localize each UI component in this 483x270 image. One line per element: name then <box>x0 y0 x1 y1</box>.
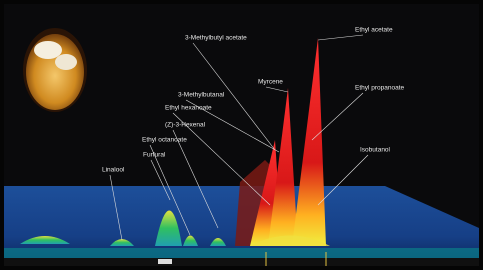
compound-label: 3-Methylbutanal <box>178 92 225 99</box>
aroma-visualization: 3-Methylbutyl acetate Ethyl acetate Myrcen… <box>0 0 483 270</box>
compound-label: Ethyl octanoate <box>142 137 187 144</box>
compound-label: Ethyl hexanoate <box>165 105 212 112</box>
compound-label: Ethyl acetate <box>355 27 393 34</box>
beer-foam <box>34 41 62 59</box>
compound-label: Isobutanol <box>360 147 391 154</box>
compound-label: Furfural <box>143 152 166 159</box>
bar-marker <box>158 259 172 264</box>
compound-label: Linalool <box>102 167 125 174</box>
bottom-bar <box>4 258 479 266</box>
compound-label: Myrcene <box>258 79 283 86</box>
compound-label: (Z)-3-Hexenal <box>165 122 206 129</box>
beer-foam <box>55 54 77 70</box>
compound-label: 3-Methylbutyl acetate <box>185 35 247 42</box>
floor-edge <box>4 248 479 258</box>
compound-label: Ethyl propanoate <box>355 85 405 92</box>
